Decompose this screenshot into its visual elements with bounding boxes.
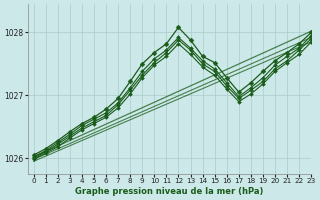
X-axis label: Graphe pression niveau de la mer (hPa): Graphe pression niveau de la mer (hPa) [75, 187, 264, 196]
